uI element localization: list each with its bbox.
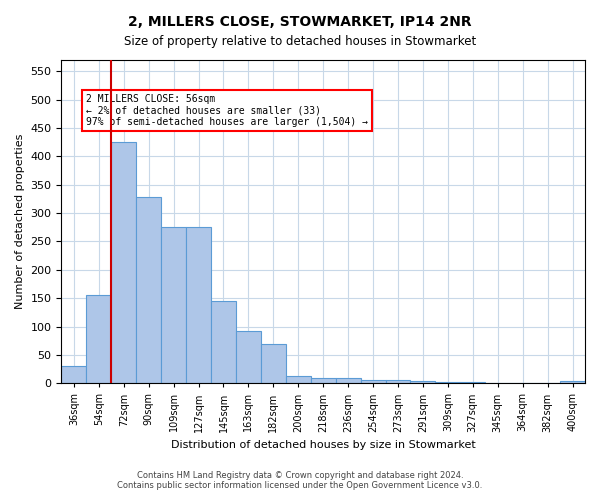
Text: Size of property relative to detached houses in Stowmarket: Size of property relative to detached ho…: [124, 35, 476, 48]
Bar: [136, 197, 161, 384]
Text: 2 MILLERS CLOSE: 56sqm
← 2% of detached houses are smaller (33)
97% of semi-deta: 2 MILLERS CLOSE: 56sqm ← 2% of detached …: [86, 94, 368, 127]
Bar: [61, 366, 86, 384]
Y-axis label: Number of detached properties: Number of detached properties: [15, 134, 25, 310]
Bar: [510, 382, 535, 384]
Bar: [485, 382, 510, 384]
X-axis label: Distribution of detached houses by size in Stowmarket: Distribution of detached houses by size …: [171, 440, 476, 450]
Text: Contains HM Land Registry data © Crown copyright and database right 2024.
Contai: Contains HM Land Registry data © Crown c…: [118, 470, 482, 490]
Bar: [560, 381, 585, 384]
Bar: [211, 301, 236, 384]
Bar: [111, 142, 136, 384]
Bar: [335, 378, 361, 384]
Bar: [311, 378, 335, 384]
Bar: [236, 331, 261, 384]
Bar: [86, 296, 111, 384]
Text: 2, MILLERS CLOSE, STOWMARKET, IP14 2NR: 2, MILLERS CLOSE, STOWMARKET, IP14 2NR: [128, 15, 472, 29]
Bar: [286, 376, 311, 384]
Bar: [410, 381, 436, 384]
Bar: [436, 382, 460, 384]
Bar: [161, 228, 186, 384]
Bar: [460, 382, 485, 384]
Bar: [386, 380, 410, 384]
Bar: [261, 344, 286, 384]
Bar: [186, 228, 211, 384]
Bar: [361, 380, 386, 384]
